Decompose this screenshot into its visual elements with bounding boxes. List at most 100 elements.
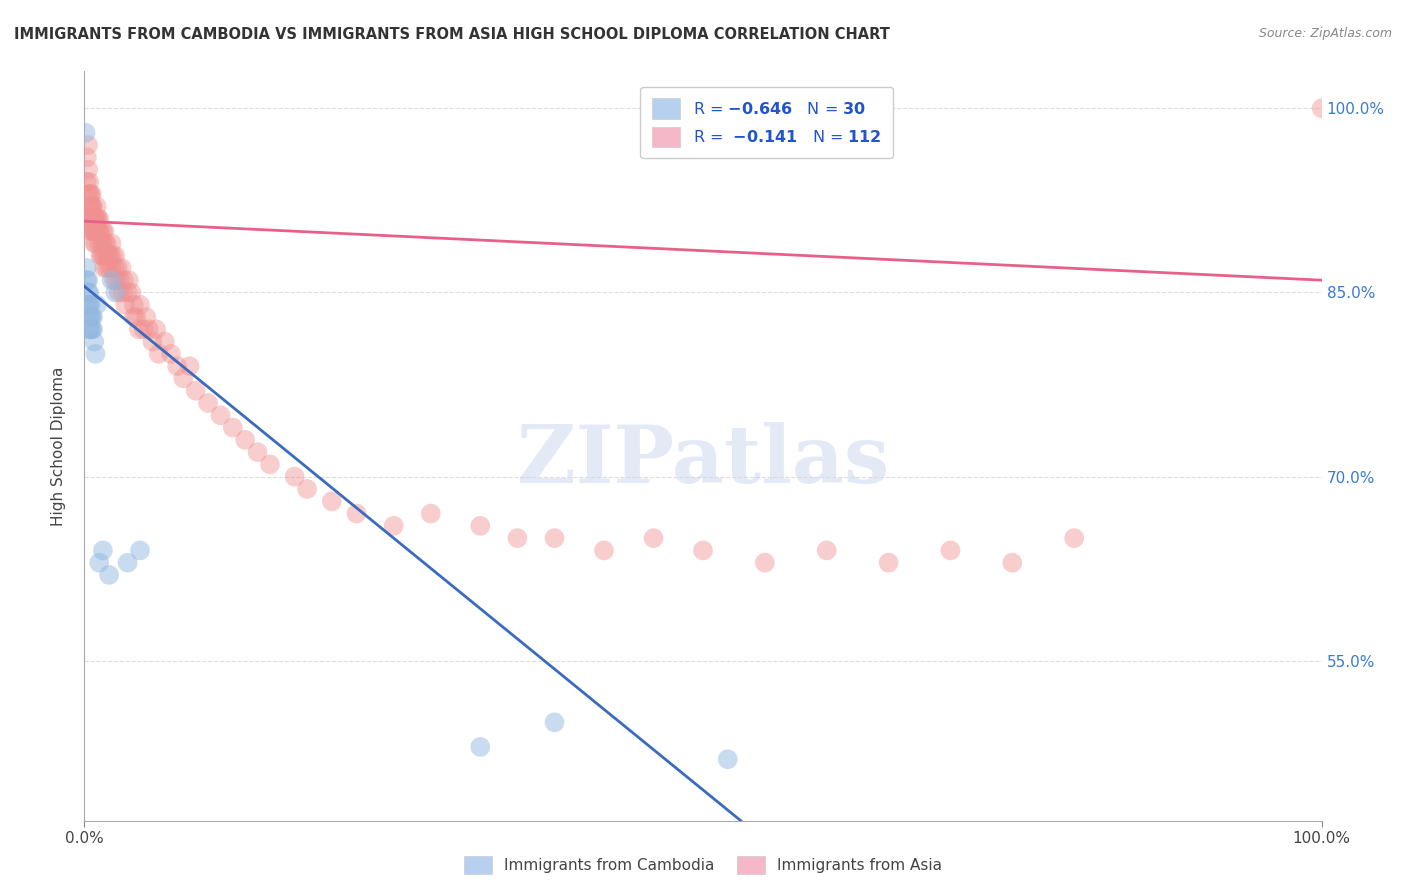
Text: Source: ZipAtlas.com: Source: ZipAtlas.com	[1258, 27, 1392, 40]
Point	[100, 260, 122, 275]
Point	[98, 568, 121, 582]
Point	[184, 384, 207, 398]
Point	[80, 211, 103, 226]
Point	[90, 249, 112, 263]
Point	[138, 322, 160, 336]
Point	[77, 273, 100, 287]
Point	[79, 310, 101, 324]
Point	[80, 187, 103, 202]
Point	[321, 494, 343, 508]
Point	[815, 543, 838, 558]
Y-axis label: High School Diploma: High School Diploma	[51, 367, 66, 525]
Point	[939, 543, 962, 558]
Point	[83, 236, 105, 251]
Point	[77, 187, 100, 202]
Point	[90, 236, 112, 251]
Point	[1001, 556, 1024, 570]
Point	[91, 224, 114, 238]
Point	[80, 199, 103, 213]
Point	[419, 507, 441, 521]
Point	[382, 519, 405, 533]
Point	[120, 285, 142, 300]
Point	[1310, 101, 1333, 115]
Point	[643, 531, 665, 545]
Point	[80, 310, 103, 324]
Point	[128, 322, 150, 336]
Point	[135, 310, 157, 324]
Point	[122, 310, 145, 324]
Point	[114, 298, 136, 312]
Point	[118, 273, 141, 287]
Point	[346, 507, 368, 521]
Point	[79, 310, 101, 324]
Point	[543, 531, 565, 545]
Point	[96, 260, 118, 275]
Point	[83, 211, 105, 226]
Point	[86, 224, 108, 238]
Point	[77, 285, 100, 300]
Point	[89, 249, 111, 263]
Point	[79, 224, 101, 238]
Point	[80, 199, 103, 213]
Point	[98, 249, 121, 263]
Point	[179, 359, 201, 373]
Point	[79, 187, 101, 202]
Point	[246, 445, 269, 459]
Point	[79, 187, 101, 202]
Point	[84, 236, 107, 251]
Point	[148, 347, 170, 361]
Point	[108, 285, 131, 300]
Point	[76, 260, 98, 275]
Point	[77, 162, 100, 177]
Point	[117, 556, 139, 570]
Point	[259, 458, 281, 472]
Point	[145, 322, 167, 336]
Point	[79, 322, 101, 336]
Point	[97, 249, 120, 263]
Text: IMMIGRANTS FROM CAMBODIA VS IMMIGRANTS FROM ASIA HIGH SCHOOL DIPLOMA CORRELATION: IMMIGRANTS FROM CAMBODIA VS IMMIGRANTS F…	[14, 27, 890, 42]
Point	[122, 298, 145, 312]
Point	[86, 224, 108, 238]
Point	[80, 322, 103, 336]
Point	[77, 138, 100, 153]
Point	[96, 236, 118, 251]
Legend: R = $\bf{-0.646}$   N = $\bf{30}$, R =  $\bf{-0.141}$   N = $\bf{112}$: R = $\bf{-0.646}$ N = $\bf{30}$, R = $\b…	[641, 87, 893, 158]
Point	[79, 298, 101, 312]
Point	[83, 224, 105, 238]
Point	[82, 211, 104, 226]
Point	[100, 236, 122, 251]
Point	[104, 249, 127, 263]
Point	[104, 260, 127, 275]
Point	[82, 322, 104, 336]
Point	[82, 224, 104, 238]
Point	[209, 409, 232, 423]
Point	[295, 482, 318, 496]
Point	[104, 285, 127, 300]
Point	[86, 211, 108, 226]
Point	[91, 249, 114, 263]
Point	[103, 273, 125, 287]
Point	[284, 469, 307, 483]
Point	[117, 285, 139, 300]
Point	[94, 236, 117, 251]
Point	[79, 285, 101, 300]
Point	[506, 531, 529, 545]
Point	[470, 739, 492, 754]
Point	[107, 260, 129, 275]
Point	[76, 273, 98, 287]
Point	[100, 273, 122, 287]
Point	[91, 543, 114, 558]
Point	[79, 199, 101, 213]
Point	[79, 298, 101, 312]
Point	[129, 298, 152, 312]
Point	[197, 396, 219, 410]
Point	[132, 322, 155, 336]
Point	[93, 260, 115, 275]
Point	[89, 224, 111, 238]
Point	[101, 249, 124, 263]
Point	[754, 556, 776, 570]
Point	[233, 433, 256, 447]
Point	[84, 224, 107, 238]
Point	[141, 334, 163, 349]
Point	[80, 224, 103, 238]
